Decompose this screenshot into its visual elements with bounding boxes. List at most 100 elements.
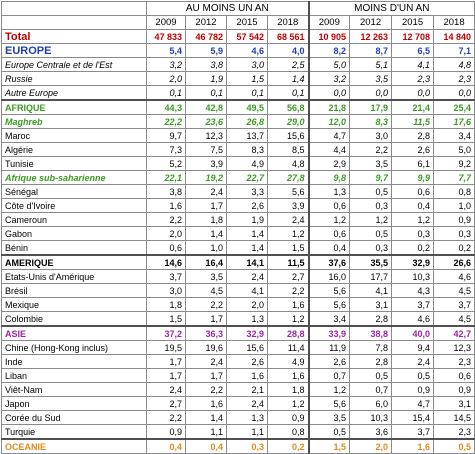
value-cell: 0,0	[391, 85, 435, 101]
row-label: OCEANIE	[1, 438, 147, 454]
value-cell: 3,0	[349, 128, 393, 143]
value-cell: 1,4	[185, 410, 227, 425]
header-corner	[1, 15, 147, 30]
value-cell: 5,2	[146, 156, 186, 171]
value-cell: 3,3	[226, 184, 268, 199]
table-row: Brésil 3,0 4,5 4,1 2,2 5,6 4,1 4,3 4,5	[1, 283, 475, 298]
value-cell: 2,2	[266, 283, 310, 298]
row-label: Chine (Hong-Kong inclus)	[1, 340, 147, 355]
table-row: Autre Europe 0,1 0,1 0,1 0,1 0,0 0,0 0,0 0,0	[1, 85, 475, 101]
table-row: Afrique sub-saharienne 22,1 19,2 22,7 27,8 9,…	[1, 170, 475, 185]
row-label: Colombie	[1, 311, 147, 327]
value-cell: 0,6	[433, 368, 475, 383]
value-cell: 0,9	[433, 212, 475, 227]
value-cell: 7,8	[349, 340, 393, 355]
table-row: Bénin 0,6 1,0 1,4 1,5 0,4 0,3 0,2 0,2	[1, 240, 475, 256]
table-row: AFRIQUE 44,3 42,8 49,5 56,8 21,8 17,9 21,4 25,4	[1, 99, 475, 115]
value-cell: 49,5	[226, 99, 268, 115]
value-cell: 22,7	[226, 170, 268, 185]
value-cell: 2,2	[185, 382, 227, 397]
value-cell: 4,6	[226, 43, 268, 58]
value-cell: 28,8	[266, 325, 310, 341]
value-cell: 11,5	[391, 114, 435, 129]
year-header: 2009	[307, 15, 351, 30]
value-cell: 4,8	[266, 156, 310, 171]
value-cell: 2,4	[185, 184, 227, 199]
value-cell: 4,5	[433, 283, 475, 298]
value-cell: 0,3	[226, 438, 268, 454]
table-row: Sénégal 3,8 2,4 3,3 5,6 1,3 0,5 0,6 0,8	[1, 184, 475, 199]
value-cell: 12 263	[349, 29, 393, 44]
value-cell: 9,7	[146, 128, 186, 143]
value-cell: 0,9	[433, 382, 475, 397]
row-label: Viêt-Nam	[1, 382, 147, 397]
value-cell: 1,3	[226, 311, 268, 327]
value-cell: 1,8	[266, 382, 310, 397]
value-cell: 3,8	[146, 184, 186, 199]
value-cell: 8,3	[226, 142, 268, 157]
table-row: Japon 2,7 1,6 2,4 1,2 5,6 6,0 4,7 3,1	[1, 396, 475, 411]
row-label: Algérie	[1, 142, 147, 157]
year-header: 2018	[433, 15, 475, 30]
value-cell: 4,8	[433, 57, 475, 72]
table-row: ASIE 37,2 36,3 32,9 28,8 33,9 38,8 40,0 42,7	[1, 325, 475, 341]
value-cell: 1,4	[226, 226, 268, 241]
value-cell: 1,2	[266, 396, 310, 411]
value-cell: 15,4	[391, 410, 435, 425]
value-cell: 0,6	[307, 226, 351, 241]
value-cell: 14,5	[433, 410, 475, 425]
value-cell: 0,2	[433, 240, 475, 256]
value-cell: 0,2	[391, 240, 435, 256]
table-row: Turquie 0,9 1,1 1,1 0,8 0,5 3,6 3,7 2,3	[1, 424, 475, 440]
value-cell: 2,8	[391, 128, 435, 143]
value-cell: 11,5	[266, 254, 310, 270]
value-cell: 5,0	[433, 142, 475, 157]
year-header: 2012	[349, 15, 393, 30]
value-cell: 25,4	[433, 99, 475, 115]
value-cell: 3,7	[391, 424, 435, 440]
value-cell: 3,4	[433, 128, 475, 143]
value-cell: 3,1	[349, 297, 393, 312]
value-cell: 2,0	[146, 71, 186, 86]
value-cell: 2,4	[146, 382, 186, 397]
row-label: Turquie	[1, 424, 147, 440]
value-cell: 1,4	[185, 226, 227, 241]
year-header: 2009	[146, 15, 186, 30]
table-row: AMERIQUE 14,6 16,4 14,1 11,5 37,6 35,5 32,9 26,6	[1, 254, 475, 270]
value-cell: 1,9	[185, 71, 227, 86]
value-cell: 0,9	[266, 410, 310, 425]
row-label: Brésil	[1, 283, 147, 298]
value-cell: 2,4	[226, 269, 268, 284]
value-cell: 19,5	[146, 340, 186, 355]
table-row: Total 47 833 46 782 57 542 68 561 10 905 12 26…	[1, 29, 475, 44]
value-cell: 5,6	[307, 396, 351, 411]
value-cell: 9,7	[349, 170, 393, 185]
value-cell: 68 561	[266, 29, 310, 44]
value-cell: 4,1	[349, 283, 393, 298]
value-cell: 5,6	[307, 283, 351, 298]
value-cell: 11,4	[266, 340, 310, 355]
value-cell: 4,3	[391, 283, 435, 298]
table-row: Viêt-Nam 2,4 2,2 2,1 1,8 1,2 0,7 0,9 0,9	[1, 382, 475, 397]
value-cell: 10,3	[349, 410, 393, 425]
year-header: 2015	[391, 15, 435, 30]
value-cell: 1,6	[266, 297, 310, 312]
value-cell: 2,2	[185, 297, 227, 312]
value-cell: 14,6	[146, 254, 186, 270]
value-cell: 8,7	[349, 43, 393, 58]
value-cell: 3,5	[307, 410, 351, 425]
value-cell: 2,1	[226, 382, 268, 397]
value-cell: 3,0	[226, 57, 268, 72]
value-cell: 16,0	[307, 269, 351, 284]
value-cell: 1,2	[391, 212, 435, 227]
value-cell: 17,9	[349, 99, 393, 115]
value-cell: 22,2	[146, 114, 186, 129]
value-cell: 2,6	[391, 142, 435, 157]
value-cell: 1,5	[307, 438, 351, 454]
value-cell: 23,6	[185, 114, 227, 129]
value-cell: 1,3	[226, 410, 268, 425]
value-cell: 9,2	[433, 156, 475, 171]
value-cell: 12,0	[307, 114, 351, 129]
table-row: EUROPE 5,4 5,9 4,6 4,0 8,2 8,7 6,5 7,1	[1, 43, 475, 58]
value-cell: 1,2	[307, 382, 351, 397]
